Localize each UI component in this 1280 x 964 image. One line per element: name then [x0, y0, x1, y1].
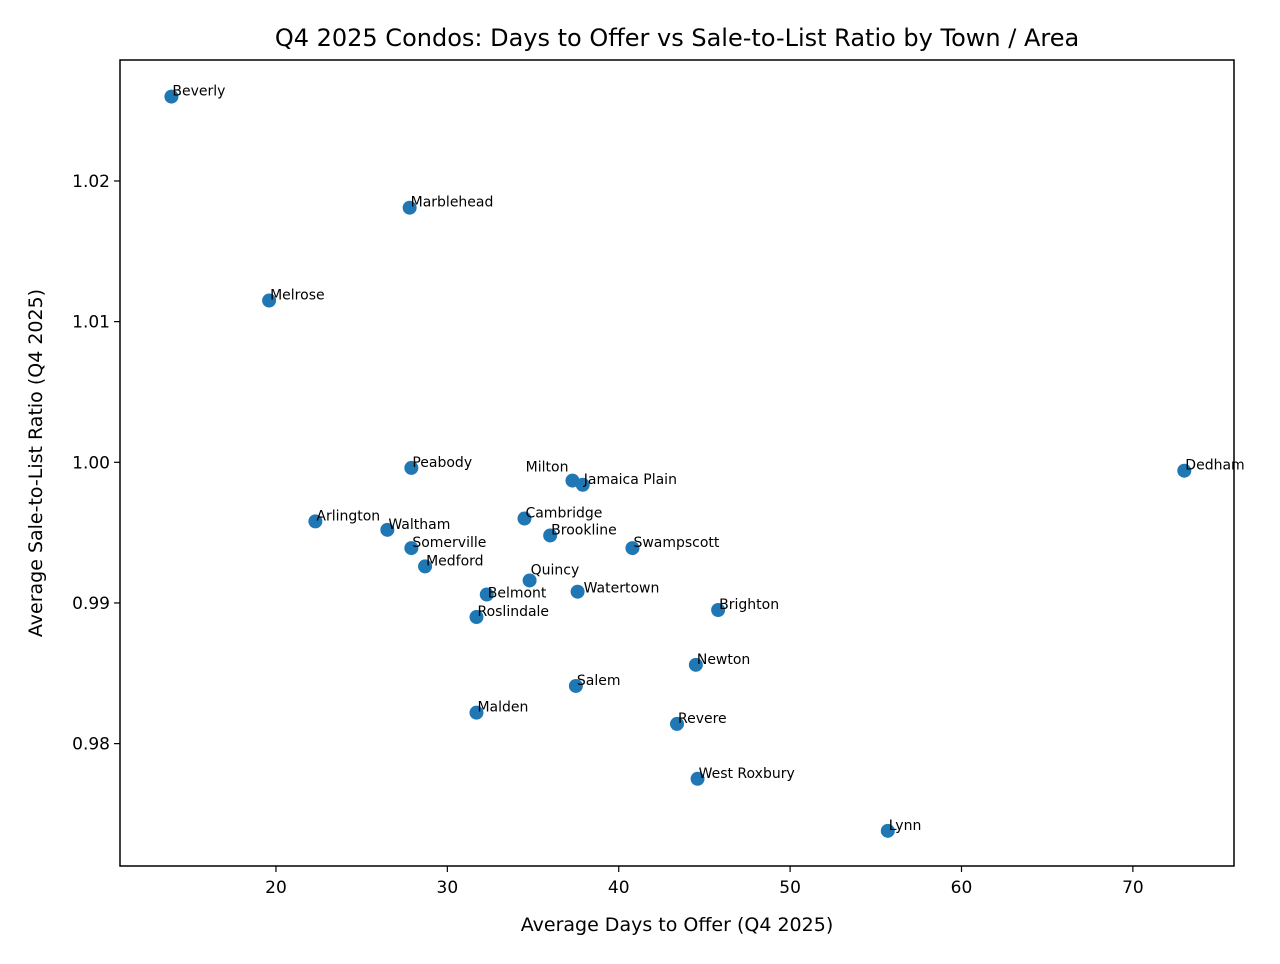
x-tick-label: 60	[951, 878, 973, 898]
data-point	[418, 559, 433, 574]
data-point	[711, 602, 726, 617]
point-label: Revere	[678, 711, 727, 727]
point-label: Melrose	[270, 288, 325, 304]
data-point	[690, 771, 705, 786]
point-label: Swampscott	[633, 535, 719, 551]
point-label: Watertown	[584, 581, 660, 597]
x-tick-label: 50	[779, 878, 801, 898]
data-point	[880, 823, 895, 838]
point-label: Somerville	[412, 535, 486, 551]
data-point	[402, 200, 417, 215]
x-tick-label: 20	[265, 878, 287, 898]
point-label: Newton	[697, 652, 750, 668]
point-label: Peabody	[412, 455, 472, 471]
y-tick-label: 1.01	[72, 313, 110, 333]
data-point	[522, 573, 537, 588]
data-point	[469, 705, 484, 720]
point-label: West Roxbury	[699, 766, 795, 782]
y-tick-label: 0.99	[72, 594, 110, 614]
data-point	[380, 522, 395, 537]
plot-frame	[119, 59, 1235, 867]
data-point	[308, 514, 323, 529]
point-label: Marblehead	[411, 195, 494, 211]
point-label: Cambridge	[525, 506, 602, 522]
y-tick-label: 0.98	[72, 735, 110, 755]
point-label: Medford	[426, 553, 483, 569]
point-label: Beverly	[172, 84, 225, 100]
y-tick-label: 1.02	[72, 172, 110, 192]
point-label: Quincy	[531, 562, 580, 578]
y-axis-label: Average Sale-to-List Ratio (Q4 2025)	[25, 289, 47, 637]
data-point	[625, 541, 640, 556]
data-point	[570, 584, 585, 599]
point-label: Roslindale	[477, 604, 549, 620]
data-point	[1177, 463, 1192, 478]
point-label: Belmont	[488, 586, 547, 602]
data-point	[688, 657, 703, 672]
data-point	[543, 528, 558, 543]
point-label: Dedham	[1185, 458, 1244, 474]
data-point	[164, 89, 179, 104]
data-point	[517, 511, 532, 526]
point-label: Brighton	[719, 597, 779, 613]
y-tick-label: 1.00	[72, 453, 110, 473]
x-tick-label: 70	[1122, 878, 1144, 898]
point-label: Milton	[526, 460, 569, 476]
point-label: Lynn	[889, 818, 922, 834]
point-label: Arlington	[316, 508, 380, 524]
point-label: Malden	[477, 700, 528, 716]
point-label: Brookline	[551, 522, 617, 538]
data-point	[575, 477, 590, 492]
data-point	[568, 678, 583, 693]
data-point	[404, 460, 419, 475]
data-point	[479, 587, 494, 602]
data-point	[262, 293, 277, 308]
x-tick-label: 40	[608, 878, 630, 898]
data-point	[404, 541, 419, 556]
data-point	[469, 610, 484, 625]
point-label: Waltham	[388, 517, 450, 533]
data-point	[670, 716, 684, 731]
point-label: Salem	[577, 673, 621, 689]
x-axis-label: Average Days to Offer (Q4 2025)	[521, 914, 833, 936]
chart-title: Q4 2025 Condos: Days to Offer vs Sale-to…	[275, 24, 1079, 52]
point-label: Jamaica Plain	[583, 472, 677, 488]
x-tick-label: 30	[437, 878, 459, 898]
